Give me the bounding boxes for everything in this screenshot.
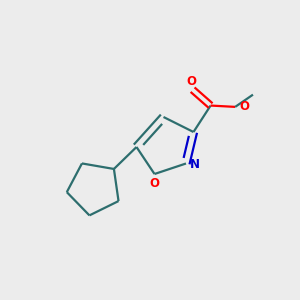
Text: O: O (149, 177, 159, 190)
Text: O: O (239, 100, 249, 113)
Text: O: O (186, 75, 196, 88)
Text: N: N (190, 158, 200, 172)
